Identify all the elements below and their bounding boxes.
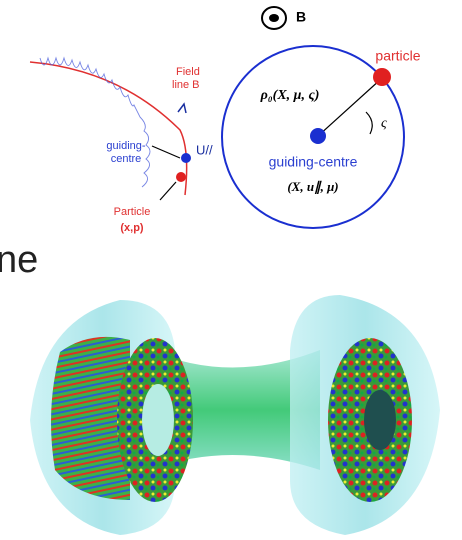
guiding-centre-dot — [310, 128, 326, 144]
particle-coords: (x,p) — [120, 222, 144, 234]
particle-dot — [373, 68, 391, 86]
gyro-orbit — [221, 45, 405, 229]
velocity-arrow — [177, 102, 187, 114]
particle-label: particle — [375, 48, 420, 64]
arrow — [159, 181, 177, 201]
plasma-surface — [51, 336, 130, 500]
particle-label: Particle — [114, 206, 151, 218]
gyro-radius-label: ρ₀(X, μ, ς) — [260, 88, 320, 103]
gc-coords: (X, u∥, μ) — [287, 179, 338, 195]
field-symbol — [261, 6, 287, 30]
arrow — [151, 145, 181, 159]
parallel-velocity: U// — [196, 142, 213, 157]
angle-arrow — [365, 111, 373, 135]
guiding-centre-dot — [181, 153, 191, 163]
gc-label: guiding- — [106, 140, 145, 152]
field-label: B — [296, 9, 306, 25]
gyro-radius-line — [317, 78, 382, 137]
plasma-column — [150, 350, 320, 470]
gc-label: centre — [111, 153, 142, 165]
core-left — [142, 384, 174, 456]
gyro-angle: ς — [381, 116, 387, 131]
field-label: Field — [176, 66, 200, 78]
tokamak-render — [30, 295, 440, 535]
right-diagram: B particle ρ₀(X, μ, ς) ς guiding-centre … — [221, 6, 421, 229]
core-right — [364, 390, 396, 450]
field-symbol-dot — [269, 14, 279, 22]
gc-label: guiding-centre — [269, 154, 358, 170]
field-line — [29, 61, 188, 196]
particle-dot — [176, 172, 186, 182]
left-diagram: Field line B guiding- centre U// Particl… — [29, 56, 213, 234]
field-label: line B — [172, 79, 200, 91]
gyration-helix — [39, 56, 151, 188]
fragment-text: ne — [0, 239, 38, 281]
